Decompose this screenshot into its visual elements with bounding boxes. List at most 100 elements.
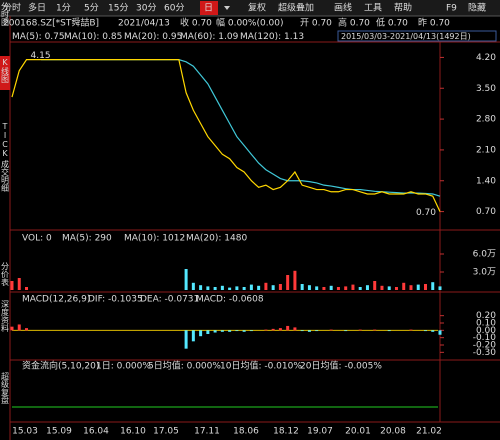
volume-bar <box>365 285 369 290</box>
volume-bar <box>249 284 253 290</box>
toolbar-item[interactable]: 工具 <box>364 3 382 14</box>
volume-bar <box>300 284 304 290</box>
indicator-label: VOL: 0 <box>22 234 52 244</box>
sidebar-tab[interactable]: 分时图 <box>1 2 10 27</box>
x-axis-label: 18.06 <box>233 427 259 437</box>
macd-bar <box>329 329 333 331</box>
toolbar-item[interactable]: 日 <box>204 3 213 14</box>
toolbar-item[interactable]: 分时 <box>3 2 21 14</box>
macd-bar <box>307 330 311 332</box>
x-axis-label: 16.04 <box>83 427 109 437</box>
quote-field: 收 0.70 <box>180 17 212 29</box>
sidebar-tab[interactable]: 成交明细 <box>1 159 10 193</box>
y-tick-label: 1.40 <box>476 176 496 186</box>
y-tick-label: 4.20 <box>476 53 496 63</box>
indicator-label: MA(10): 0.85 <box>64 32 122 42</box>
quote-field: 开 0.70 <box>300 18 332 29</box>
indicator-label: 10日均值: -0.010% <box>220 360 302 372</box>
volume-bar <box>257 285 261 290</box>
x-axis-label: 20.08 <box>380 427 406 437</box>
volume-bar <box>25 287 29 290</box>
macd-bar <box>249 330 253 332</box>
macd-bar <box>235 330 239 332</box>
quote-field: 高 0.70 <box>338 17 370 29</box>
volume-bar <box>242 287 246 290</box>
toolbar-item[interactable]: 5分 <box>84 3 99 14</box>
quote-field: 低 0.70 <box>376 17 408 29</box>
macd-bar <box>300 330 304 332</box>
macd-bar <box>206 330 210 334</box>
toolbar-item[interactable]: 超级叠加 <box>278 2 314 14</box>
volume-bar <box>423 284 427 290</box>
volume-bar <box>394 287 398 290</box>
y-tick-label: -0.30 <box>473 348 497 358</box>
volume-bar <box>387 286 391 290</box>
sidebar-tab[interactable]: 超级复盘 <box>1 371 10 404</box>
volume-bar <box>358 287 362 290</box>
volume-bar <box>228 287 232 290</box>
indicator-label: MACD(12,26,9) <box>22 295 90 305</box>
macd-bar <box>271 328 275 331</box>
toolbar-item[interactable]: 15分 <box>108 3 128 14</box>
x-axis-label: 18.12 <box>273 427 299 437</box>
sidebar-tab[interactable]: 深度资料 <box>1 300 10 333</box>
indicator-label: DIF: -0.1035 <box>88 295 143 305</box>
volume-bar <box>402 282 406 290</box>
x-axis-label: 21.02 <box>416 427 442 437</box>
sidebar-tab[interactable]: TICK <box>1 122 10 158</box>
sidebar-tab[interactable]: K线图 <box>1 58 10 84</box>
volume-bar <box>293 270 297 290</box>
macd-bar <box>315 330 319 332</box>
y-tick-label: 0.20 <box>476 311 496 321</box>
macd-bar <box>423 330 427 332</box>
volume-bar <box>416 284 420 290</box>
macd-bar <box>220 330 224 332</box>
volume-bar <box>344 286 348 290</box>
toolbar-item[interactable]: 画线 <box>334 2 352 14</box>
last-label: 0.70 <box>416 208 436 218</box>
indicator-label: MA(5): 290 <box>62 234 112 244</box>
macd-bar <box>409 329 413 331</box>
x-axis-label: 20.01 <box>345 427 371 437</box>
macd-bar <box>344 330 348 332</box>
macd-bar <box>438 330 442 335</box>
volume-bar <box>206 286 210 290</box>
toolbar-item[interactable]: F9 <box>446 4 457 14</box>
macd-bar <box>264 329 268 331</box>
volume-bar <box>373 281 377 290</box>
toolbar-item[interactable]: 帮助 <box>394 2 412 14</box>
macd-bar <box>213 330 217 333</box>
tab-active-bg <box>200 1 218 15</box>
indicator-label: MA(5): 0.75 <box>12 32 65 42</box>
macd-bar <box>387 330 391 332</box>
volume-bar <box>264 282 268 290</box>
sidebar-tab[interactable]: 分价表 <box>1 262 10 287</box>
dropdown-arrow[interactable] <box>224 6 230 10</box>
volume-bar <box>10 281 14 290</box>
y-tick-label: 6.0万 <box>473 250 496 260</box>
volume-bar <box>184 269 188 290</box>
high-label: 4.15 <box>31 51 51 61</box>
macd-bar <box>199 330 203 337</box>
stock-code: 200168.SZ[*ST舜喆B] <box>3 17 99 29</box>
quote-field: 幅 0.00%(0.00) <box>216 17 284 29</box>
y-tick-label: 0.10 <box>476 319 496 329</box>
toolbar-item[interactable]: 多日 <box>28 2 46 14</box>
macd-bar <box>278 328 282 331</box>
volume-bar <box>307 285 311 290</box>
toolbar-item[interactable]: 1分 <box>56 3 71 14</box>
toolbar-item[interactable]: 复权 <box>248 2 266 14</box>
toolbar-item[interactable]: 60分 <box>164 3 184 14</box>
macd-bar <box>242 330 246 332</box>
y-tick-label: 2.10 <box>476 145 496 155</box>
indicator-label: MA(120): 1.13 <box>240 32 304 42</box>
indicator-label: MA(60): 1.09 <box>180 32 239 42</box>
y-tick-label: 3.0万 <box>473 268 496 278</box>
toolbar-item[interactable]: 30分 <box>136 3 156 14</box>
date-range: 2015/03/03-2021/04/13(1492日) <box>341 32 471 41</box>
toolbar-item[interactable]: 隐藏 <box>468 2 486 14</box>
indicator-label: MA(20): 1480 <box>186 234 247 244</box>
x-axis-label: 15.03 <box>12 427 38 437</box>
volume-bar <box>17 278 21 290</box>
